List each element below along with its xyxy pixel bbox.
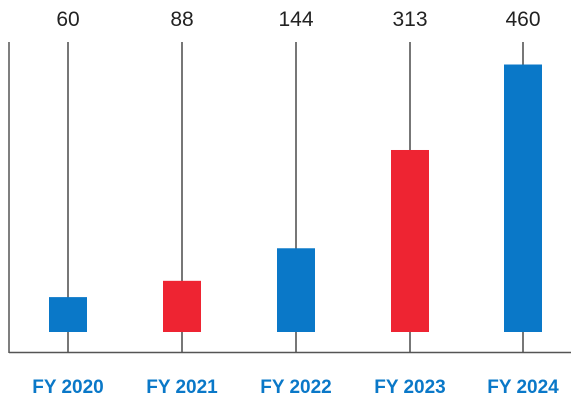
- bar: [277, 248, 315, 332]
- category-label: FY 2020: [32, 377, 103, 398]
- bar: [163, 280, 201, 332]
- data-label: 88: [170, 8, 193, 31]
- data-label: 60: [56, 8, 79, 31]
- category-label: FY 2021: [146, 377, 218, 398]
- data-label: 460: [505, 8, 540, 31]
- bar: [49, 297, 87, 332]
- data-label: 144: [278, 8, 313, 31]
- category-label: FY 2023: [374, 377, 445, 398]
- data-label: 313: [392, 8, 427, 31]
- category-label: FY 2024: [487, 377, 559, 398]
- category-label: FY 2022: [260, 377, 331, 398]
- bar: [504, 64, 542, 332]
- bar: [391, 149, 429, 332]
